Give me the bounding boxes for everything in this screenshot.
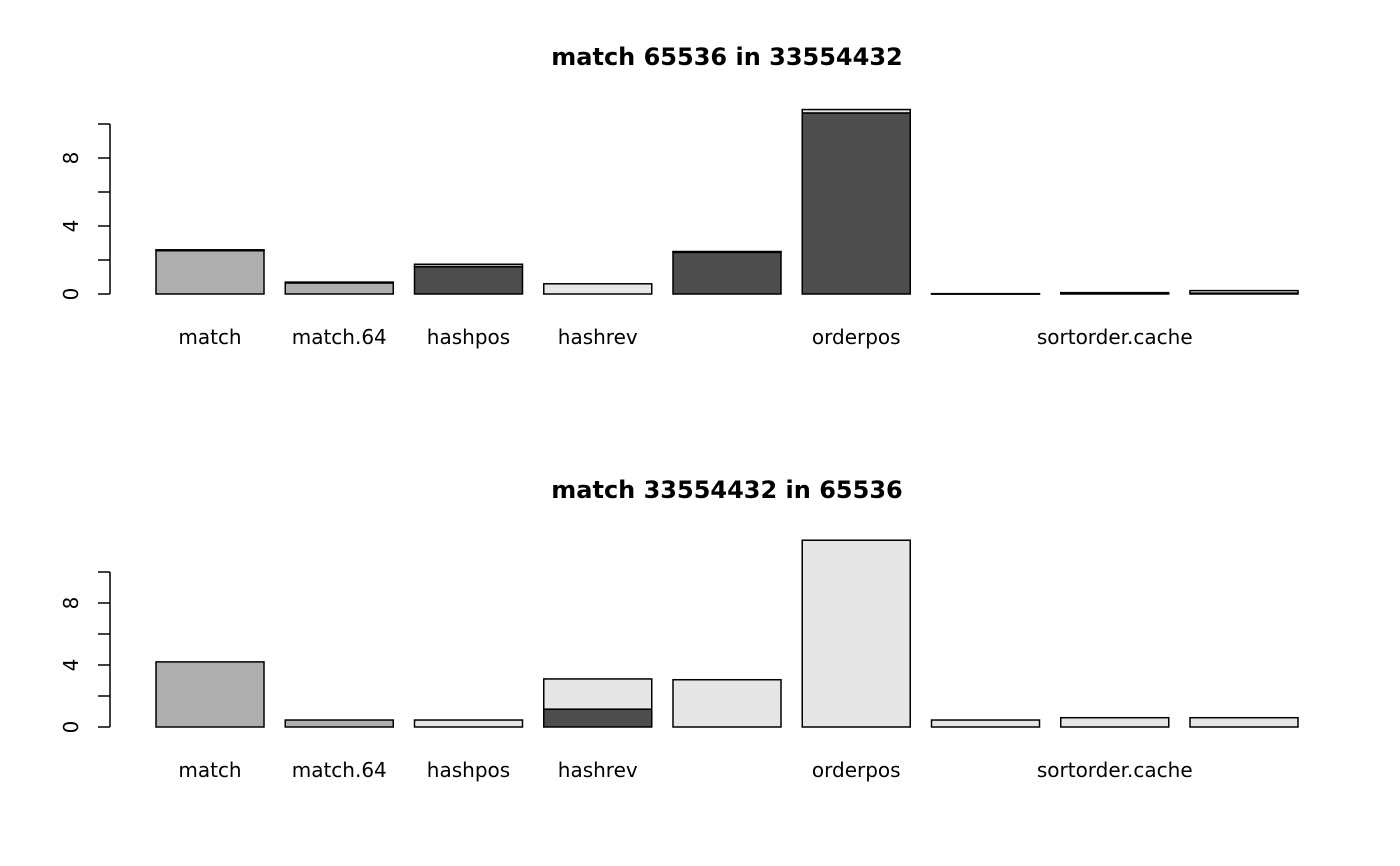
bar-segment	[284, 282, 394, 295]
x-tick-label: match	[178, 758, 241, 782]
bar-segment	[801, 539, 911, 728]
bar-segment	[801, 112, 911, 295]
bar-segment	[543, 678, 653, 710]
x-tick-label: match.64	[292, 325, 387, 349]
y-tick-label: 4	[59, 220, 83, 233]
y-tick-label: 0	[59, 288, 83, 301]
bar-segment	[1189, 716, 1299, 728]
y-tick-label: 8	[59, 152, 83, 165]
x-tick-label: sortorder.cache	[1037, 325, 1193, 349]
bar-segment	[543, 708, 653, 728]
chart-title: match 33554432 in 65536	[551, 476, 902, 504]
bar-segment	[801, 108, 911, 114]
x-tick-label: hashrev	[558, 325, 638, 349]
bar-segment	[930, 719, 1041, 728]
bar-segment	[155, 249, 265, 252]
bar-segment	[413, 263, 524, 268]
x-tick-label: match.64	[292, 758, 387, 782]
bar-segment	[1060, 716, 1170, 728]
bar-segment	[672, 678, 782, 728]
bar-segment	[413, 719, 524, 728]
y-tick-label: 4	[59, 659, 83, 672]
x-tick-label: match	[178, 325, 241, 349]
y-tick-label: 8	[59, 597, 83, 610]
chart-title: match 65536 in 33554432	[551, 43, 902, 71]
bar-segment	[672, 251, 782, 295]
x-tick-label: sortorder.cache	[1037, 758, 1193, 782]
chart-panel-top: match 65536 in 33554432 0 4 8 match match.64…	[59, 43, 1299, 349]
bar-segment	[284, 281, 394, 284]
bar-segment	[155, 661, 265, 728]
x-tick-label: orderpos	[812, 758, 901, 782]
x-tick-label: hashrev	[558, 758, 638, 782]
x-tick-label: hashpos	[427, 325, 510, 349]
bar-segment	[543, 283, 653, 295]
bar-segment	[930, 292, 1041, 295]
bar-segment	[1060, 291, 1170, 294]
bar-segment	[413, 266, 524, 295]
chart-panel-bottom: match 33554432 in 65536 0 4 8 match match.64…	[59, 476, 1299, 782]
bar-segment	[155, 249, 265, 295]
bar-segment	[1189, 289, 1299, 294]
y-tick-label: 0	[59, 721, 83, 734]
x-tick-label: orderpos	[812, 325, 901, 349]
bar-segment	[284, 719, 394, 728]
x-tick-label: hashpos	[427, 758, 510, 782]
bar-segment	[672, 250, 782, 254]
